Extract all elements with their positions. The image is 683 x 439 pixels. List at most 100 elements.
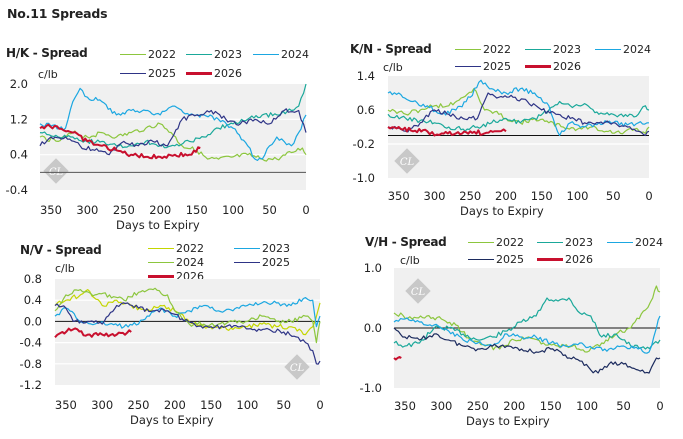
legend-item-2026: 2026 [537,253,593,266]
series-line-2023 [39,83,307,149]
svg-text:CL: CL [290,363,305,374]
legend-label: 2023 [262,242,290,255]
y-tick-label: 0.8 [24,272,42,286]
legend-label: 2026 [553,60,581,73]
x-tick-label: 200 [164,398,186,412]
x-tick-label: 0 [316,398,323,412]
x-tick-label: 300 [424,189,446,203]
chart-title: H/K - Spread [6,46,88,60]
legend-swatch [525,48,551,51]
x-tick-label: 200 [503,399,525,413]
series-line-2024 [393,315,661,354]
y-tick-label: 0.0 [24,314,42,328]
x-tick-label: 50 [262,203,277,217]
legend-swatch [234,261,260,264]
x-tick-label: 350 [40,203,62,217]
legend-swatch [537,241,563,244]
y-tick-label: 1.2 [10,112,28,126]
legend-label: 2023 [553,43,581,56]
legend-item-2023: 2023 [186,48,242,61]
x-tick-label: 150 [531,189,553,203]
series-line-2024 [54,287,321,344]
y-tick-label: -0.4 [20,336,42,350]
watermark-logo-icon: CL [405,278,431,304]
legend-item-2022: 2022 [455,43,511,56]
plot-background [388,76,649,178]
x-axis-label: Days to Expiry [116,218,200,232]
legend-label: 2024 [623,43,651,56]
x-tick-label: 50 [616,399,631,413]
series-line-2022 [54,289,321,336]
x-axis-label: Days to Expiry [460,204,544,218]
x-tick-label: 100 [567,189,589,203]
legend-item-2023: 2023 [234,242,290,255]
legend-label: 2026 [565,253,593,266]
chart-title: V/H - Spread [365,235,447,249]
watermark-logo-icon: CL [284,354,310,380]
chart-title: N/V - Spread [20,243,102,257]
legend-label: 2023 [214,48,242,61]
y-tick-label: 0.0 [364,321,382,335]
x-tick-label: 250 [113,203,135,217]
chart-panel-kn: K/N - Spread c/lb 2022 2023 2024 2025 2026 CL 1.… [350,42,653,218]
series-line-2026 [393,356,402,361]
x-tick-label: 100 [576,399,598,413]
legend-label: 2022 [483,43,511,56]
y-tick-label: 0.6 [357,103,375,117]
x-tick-label: 250 [459,189,481,203]
legend-label: 2024 [281,48,309,61]
x-tick-label: 250 [128,398,150,412]
x-tick-label: 350 [388,189,410,203]
x-tick-label: 150 [200,398,222,412]
series-line-2025 [393,327,661,374]
legend-item-2023: 2023 [537,236,593,249]
watermark-logo-icon: CL [394,148,420,174]
x-tick-label: 0 [645,189,652,203]
series-line-2026 [387,126,507,137]
legend-label: 2025 [483,60,511,73]
y-axis-unit-label: c/lb [383,61,403,74]
legend-swatch [186,53,212,56]
x-tick-label: 0 [302,203,309,217]
y-axis-unit-label: c/lb [55,262,75,275]
legend-swatch [234,247,260,250]
x-tick-label: 150 [540,399,562,413]
series-line-2025 [39,108,307,156]
legend-item-2025: 2025 [455,60,511,73]
x-tick-label: 100 [222,203,244,217]
legend-swatch [525,65,551,68]
legend-swatch [537,258,563,261]
legend-swatch [148,247,174,250]
y-tick-label: 0.4 [24,293,42,307]
legend-item-2026: 2026 [525,60,581,73]
series-line-2023 [387,100,650,132]
legend-item-2025: 2025 [468,253,524,266]
y-tick-label: 0.4 [10,148,28,162]
page-title: No.11 Spreads [7,6,108,21]
legend-label: 2022 [176,242,204,255]
y-axis-unit-label: c/lb [38,68,58,81]
y-axis-unit-label: c/lb [400,254,420,267]
legend-label: 2025 [148,67,176,80]
legend-label: 2023 [565,236,593,249]
chart-panel-hk: H/K - Spread c/lb 2022 2023 2024 2025 2026 CL 2.… [0,0,340,232]
x-tick-label: 250 [467,399,489,413]
legend-item-2024: 2024 [595,43,651,56]
series-line-2026 [54,327,132,338]
chart-panel-nv: N/V - Spread c/lb 2022 2023 2024 2025 2026 CL 0.… [0,0,340,439]
x-tick-label: 300 [91,398,113,412]
legend-item-2024: 2024 [148,256,204,269]
legend-item-2024: 2024 [607,236,663,249]
x-axis-label: Days to Expiry [130,413,214,427]
y-tick-label: -0.8 [20,357,42,371]
legend-item-2024: 2024 [253,48,309,61]
y-tick-label: -1.2 [20,378,42,392]
legend-label: 2024 [635,236,663,249]
series-line-2025 [387,92,650,137]
x-tick-label: 350 [55,398,77,412]
x-tick-label: 200 [149,203,171,217]
legend-label: 2025 [262,256,290,269]
x-tick-label: 150 [186,203,208,217]
x-tick-label: 300 [430,399,452,413]
